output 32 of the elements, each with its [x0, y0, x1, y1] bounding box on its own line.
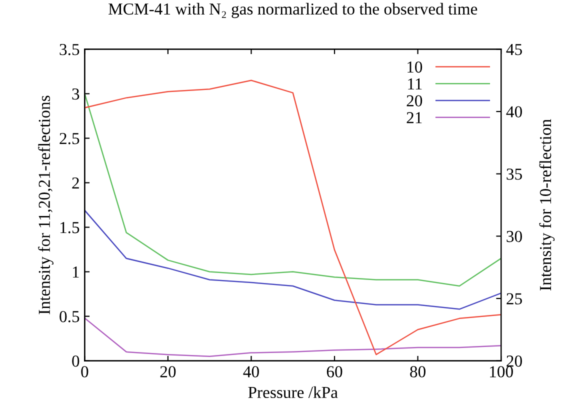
- y2-tick-label: 25: [506, 293, 522, 304]
- y-tick-label: 2.5: [60, 132, 80, 144]
- x-tick-label: 80: [410, 366, 426, 378]
- line-series: [84, 93, 502, 287]
- y-tick-label: 1: [72, 266, 79, 278]
- line-series: [84, 80, 502, 356]
- x-tick-label: 40: [243, 366, 259, 378]
- y2-axis-title: Intensity for 10-reflection: [539, 119, 555, 290]
- line-series: [84, 317, 502, 357]
- legend-label: 11: [408, 78, 422, 90]
- line-series: [84, 210, 502, 310]
- y-axis-title: Intensity for 11,20,21-reflections: [38, 96, 54, 314]
- legend-label: 10: [408, 61, 422, 73]
- x-tick-label: 60: [326, 366, 342, 378]
- y-tick-label: 3.5: [60, 44, 80, 56]
- x-axis-title: Pressure /kPa: [248, 386, 338, 398]
- y-tick-label: 1.5: [60, 222, 80, 234]
- x-tick-label: 20: [160, 366, 176, 378]
- y2-tick-label: 30: [506, 230, 522, 242]
- y-tick-label: 2: [72, 177, 79, 189]
- y2-tick-label: 45: [506, 44, 522, 56]
- chart-title: MCM-41 with N₂ gas normarlized to the observed time: [108, 2, 478, 18]
- y-tick-label: 0: [72, 356, 80, 367]
- legend-label: 21: [406, 112, 422, 124]
- y2-tick-label: 40: [506, 106, 522, 118]
- y-tick-label: 0.5: [60, 310, 80, 322]
- x-tick-label: 0: [81, 366, 88, 378]
- x-tick-label: 100: [490, 366, 513, 378]
- y2-tick-label: 35: [506, 168, 522, 180]
- y-tick-label: 3: [72, 88, 80, 100]
- y2-tick-label: 20: [506, 356, 522, 367]
- legend-label: 20: [406, 95, 422, 106]
